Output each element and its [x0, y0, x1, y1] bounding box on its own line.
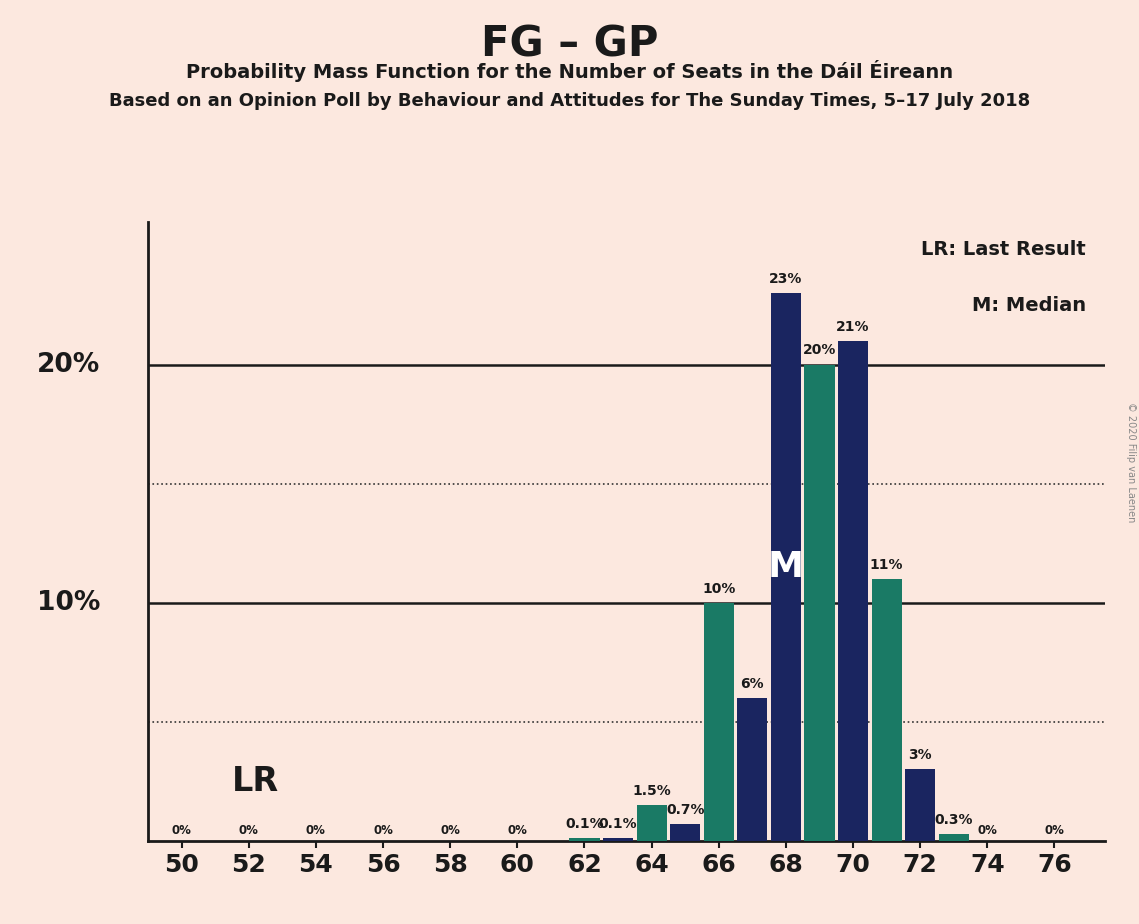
Text: 0.1%: 0.1%	[565, 818, 604, 832]
Text: 10%: 10%	[702, 581, 736, 596]
Bar	[871, 579, 902, 841]
Text: 0.1%: 0.1%	[599, 818, 638, 832]
Text: 0.7%: 0.7%	[666, 803, 704, 817]
Text: Probability Mass Function for the Number of Seats in the Dáil Éireann: Probability Mass Function for the Number…	[186, 60, 953, 82]
Text: M: M	[768, 550, 804, 584]
Text: 6%: 6%	[740, 677, 764, 691]
Bar	[771, 293, 801, 841]
Text: 0%: 0%	[374, 824, 393, 837]
Text: 3%: 3%	[909, 748, 932, 762]
Text: 0.3%: 0.3%	[934, 812, 973, 827]
Text: 0%: 0%	[239, 824, 259, 837]
Bar	[637, 805, 666, 841]
Text: 0%: 0%	[507, 824, 527, 837]
Bar	[704, 602, 734, 841]
Text: 1.5%: 1.5%	[632, 784, 671, 798]
Text: LR: LR	[232, 765, 279, 797]
Text: 0%: 0%	[1044, 824, 1065, 837]
Bar	[906, 770, 935, 841]
Text: 10%: 10%	[36, 590, 100, 615]
Text: 23%: 23%	[769, 272, 803, 286]
Bar	[804, 365, 835, 841]
Bar	[603, 838, 633, 841]
Text: LR: Last Result: LR: Last Result	[921, 240, 1085, 260]
Text: 11%: 11%	[870, 558, 903, 572]
Bar	[670, 824, 700, 841]
Text: FG – GP: FG – GP	[481, 23, 658, 65]
Text: M: Median: M: Median	[972, 296, 1085, 315]
Bar	[939, 833, 969, 841]
Text: 21%: 21%	[836, 320, 870, 334]
Text: 0%: 0%	[306, 824, 326, 837]
Bar	[737, 698, 768, 841]
Text: © 2020 Filip van Laenen: © 2020 Filip van Laenen	[1126, 402, 1136, 522]
Text: 20%: 20%	[803, 344, 836, 358]
Text: 20%: 20%	[36, 352, 100, 378]
Text: 0%: 0%	[977, 824, 998, 837]
Text: 0%: 0%	[172, 824, 191, 837]
Text: 0%: 0%	[441, 824, 460, 837]
Text: Based on an Opinion Poll by Behaviour and Attitudes for The Sunday Times, 5–17 J: Based on an Opinion Poll by Behaviour an…	[109, 92, 1030, 110]
Bar	[838, 341, 868, 841]
Bar	[570, 838, 599, 841]
